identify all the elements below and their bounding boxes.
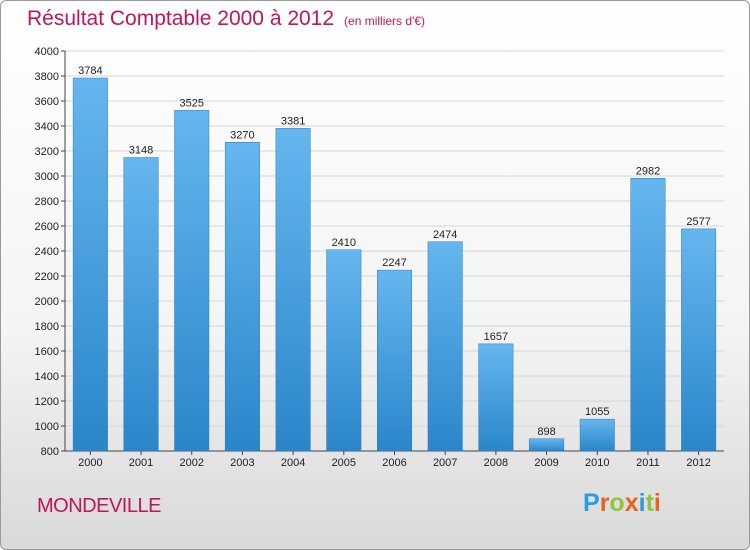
bar [529,438,565,452]
bar-value-label: 3784 [78,65,102,77]
bar [123,157,159,452]
y-tick-label: 1200 [35,396,59,408]
bar [681,228,717,452]
x-tick-label: 2009 [534,457,558,469]
x-tick-label: 2006 [382,457,406,469]
logo-letter: P [583,489,600,517]
bar-value-label: 898 [537,426,555,438]
logo-letter: o [609,489,625,517]
title-main: Résultat Comptable 2000 à 2012 [27,7,335,30]
y-tick-label: 3600 [35,96,59,108]
bar [72,77,108,452]
x-tick-label: 2005 [332,457,356,469]
bar-value-label: 3525 [179,97,203,109]
value-labels: 3784 3148 3525 3270 3381 2410 2247 2474 1657 898 1… [78,65,711,438]
x-tick-label: 2002 [179,457,203,469]
x-tick-label: 2010 [585,457,609,469]
logo-letter: r [599,489,610,517]
logo-letter: t [645,489,654,517]
bar [174,110,210,452]
y-tick-label: 2000 [35,296,59,308]
x-tick-label: 2007 [433,457,457,469]
x-tick-label: 2003 [230,457,254,469]
bar-value-label: 2410 [332,237,356,249]
x-tick-label: 2001 [129,457,153,469]
bar [377,269,412,452]
bar-value-label: 1055 [585,406,609,418]
bar [275,128,311,452]
y-tick-label: 2200 [35,271,59,283]
x-tick-label: 2000 [78,457,102,469]
y-tick-labels: 800 1000 1200 1400 1600 1800 2000 2200 2400 2600 2… [35,46,59,458]
bar-value-label: 3270 [230,129,254,141]
y-tick-label: 4000 [35,46,59,58]
bar-value-label: 2982 [636,165,660,177]
y-tick-label: 2400 [35,246,59,258]
logo-letter: i [653,489,661,517]
y-tick-label: 2600 [35,221,59,233]
x-tick-label: 2004 [281,457,305,469]
chart-title: Résultat Comptable 2000 à 2012 (en millie… [27,7,425,31]
bar-value-label: 2577 [686,216,710,228]
logo-letter: i [638,489,646,517]
y-tick-label: 1600 [35,346,59,358]
proxiti-logo: Proxiti [583,489,661,518]
y-tick-label: 1000 [35,421,59,433]
logo-letter: x [624,489,639,517]
bar [630,178,666,452]
title-unit: (en milliers d'€) [344,14,426,28]
y-tick-label: 1800 [35,321,59,333]
bars [72,77,717,452]
bar [579,418,615,452]
y-tick-label: 3800 [35,71,59,83]
x-tick-label: 2011 [636,457,660,469]
x-tick-label: 2008 [484,457,508,469]
y-tick-label: 3400 [35,121,59,133]
bar [478,343,514,452]
y-tick-label: 800 [41,446,59,458]
y-tick-label: 3000 [35,171,59,183]
y-tick-label: 3200 [35,146,59,158]
bar-value-label: 3381 [281,115,305,127]
bar [326,249,362,452]
y-tick-label: 2800 [35,196,59,208]
bar-value-label: 1657 [484,331,508,343]
x-tick-label: 2012 [686,457,710,469]
bar-value-label: 3148 [129,145,153,157]
bar [427,241,463,452]
bar [224,142,260,452]
bar-value-label: 2474 [433,229,457,241]
bar-value-label: 2247 [382,257,406,269]
x-tick-labels: 2000 2001 2002 2003 2004 2005 2006 2007 2008 2009… [78,451,711,469]
y-tick-label: 1400 [35,371,59,383]
city-name: MONDEVILLE [37,495,161,517]
